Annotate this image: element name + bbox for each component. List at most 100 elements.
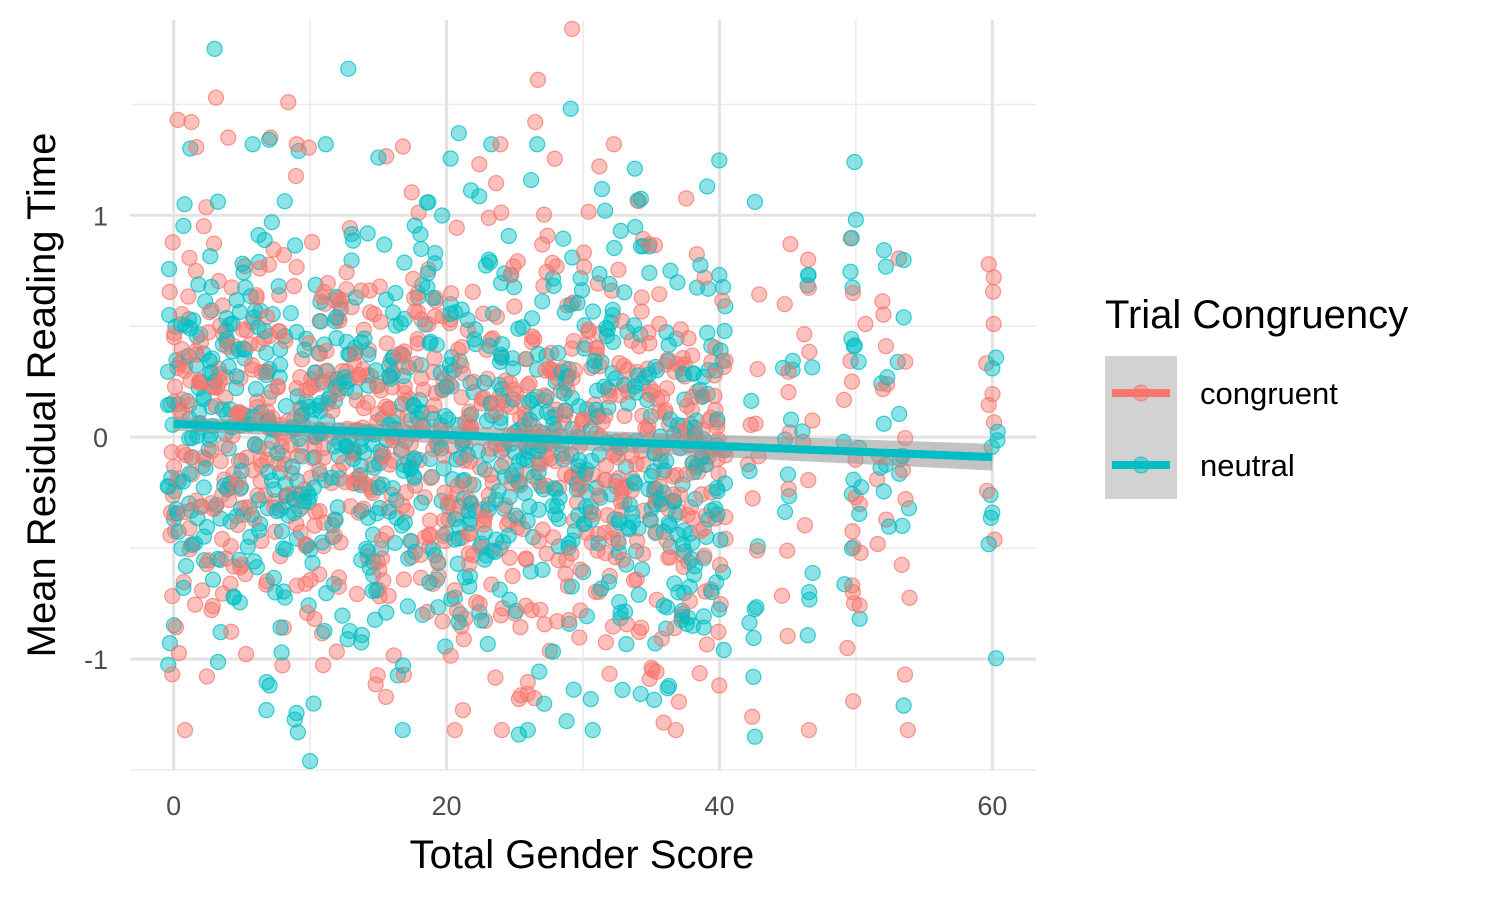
data-point-congruent	[355, 321, 372, 338]
data-point-congruent	[313, 625, 331, 642]
data-point-neutral	[225, 588, 242, 605]
data-point-congruent	[446, 721, 463, 739]
data-point-neutral	[449, 555, 466, 572]
legend-label-neutral: neutral	[1200, 448, 1295, 483]
data-point-neutral	[712, 531, 729, 549]
data-point-congruent	[546, 150, 563, 167]
data-point-neutral	[258, 344, 275, 361]
data-point-congruent	[409, 304, 427, 321]
data-point-neutral	[847, 211, 864, 228]
data-point-neutral	[745, 668, 762, 685]
data-point-neutral	[270, 278, 287, 295]
data-point-neutral	[305, 695, 322, 712]
data-point-congruent	[894, 461, 912, 479]
data-point-neutral	[562, 100, 579, 117]
data-point-neutral	[534, 293, 551, 310]
data-point-neutral	[437, 408, 454, 425]
y-axis-title: Mean Residual Reading Time	[20, 133, 64, 658]
data-point-neutral	[394, 721, 411, 739]
data-point-congruent	[851, 597, 868, 614]
data-point-neutral	[563, 578, 580, 595]
data-point-congruent	[609, 449, 627, 466]
data-point-congruent	[338, 264, 355, 281]
data-point-congruent	[335, 454, 352, 472]
data-point-congruent	[187, 343, 204, 360]
data-point-neutral	[250, 253, 268, 271]
data-point-neutral	[359, 225, 376, 242]
data-point-congruent	[214, 530, 231, 548]
x-tick-label: 60	[977, 791, 1007, 821]
data-point-neutral	[160, 260, 178, 278]
data-point-congruent	[165, 329, 183, 346]
data-point-neutral	[277, 541, 294, 558]
data-point-neutral	[413, 240, 430, 258]
data-point-neutral	[596, 378, 613, 395]
data-point-neutral	[269, 444, 286, 462]
data-point-neutral	[573, 282, 591, 299]
data-point-congruent	[780, 384, 797, 401]
data-point-neutral	[159, 396, 177, 414]
data-point-neutral	[370, 149, 387, 166]
data-point-neutral	[198, 519, 216, 536]
data-point-neutral	[389, 667, 406, 684]
x-tick-label: 40	[704, 791, 734, 821]
data-point-neutral	[529, 345, 547, 362]
data-point-neutral	[275, 583, 292, 600]
data-point-neutral	[699, 178, 716, 195]
data-point-neutral	[329, 499, 346, 516]
data-point-congruent	[524, 328, 541, 345]
data-point-congruent	[378, 335, 395, 352]
data-point-congruent	[800, 279, 817, 296]
data-point-neutral	[666, 575, 683, 592]
data-point-neutral	[683, 534, 701, 552]
data-point-neutral	[364, 435, 381, 453]
data-point-neutral	[630, 586, 647, 603]
data-point-congruent	[519, 674, 536, 691]
data-point-congruent	[371, 278, 388, 295]
data-point-congruent	[501, 374, 519, 392]
data-point-neutral	[641, 264, 658, 281]
data-point-neutral	[239, 538, 256, 555]
data-point-neutral	[669, 274, 686, 291]
data-point-neutral	[624, 513, 641, 531]
data-point-neutral	[900, 500, 918, 517]
data-point-congruent	[559, 578, 577, 595]
y-tick-label: 1	[93, 201, 108, 231]
data-point-neutral	[256, 231, 273, 249]
data-point-congruent	[744, 490, 761, 507]
data-point-congruent	[487, 669, 504, 686]
data-point-congruent	[845, 693, 862, 710]
data-point-congruent	[330, 569, 348, 586]
data-point-congruent	[534, 236, 551, 253]
data-point-congruent	[297, 575, 314, 593]
data-point-neutral	[224, 315, 241, 332]
data-point-congruent	[633, 619, 650, 636]
data-point-neutral	[438, 378, 455, 395]
data-point-neutral	[289, 724, 306, 741]
data-point-neutral	[353, 634, 370, 651]
scatter-points	[159, 20, 1006, 770]
data-point-neutral	[302, 541, 319, 558]
data-point-congruent	[461, 403, 478, 420]
data-point-neutral	[507, 602, 525, 620]
data-point-congruent	[446, 582, 463, 599]
data-point-congruent	[857, 315, 874, 333]
data-point-neutral	[422, 333, 439, 350]
data-point-neutral	[500, 527, 517, 544]
data-point-neutral	[302, 753, 319, 770]
data-point-neutral	[228, 380, 245, 397]
data-point-neutral	[204, 350, 221, 367]
data-point-neutral	[660, 677, 678, 695]
data-point-neutral	[582, 691, 599, 708]
data-point-congruent	[280, 94, 297, 111]
data-point-congruent	[223, 623, 240, 640]
data-point-congruent	[596, 524, 613, 541]
data-point-neutral	[258, 701, 275, 719]
data-point-congruent	[426, 397, 443, 414]
data-point-congruent	[348, 585, 366, 603]
data-point-neutral	[233, 462, 250, 480]
data-point-neutral	[414, 606, 431, 623]
data-point-congruent	[678, 397, 696, 414]
data-point-neutral	[392, 315, 409, 332]
data-point-neutral	[285, 504, 303, 522]
